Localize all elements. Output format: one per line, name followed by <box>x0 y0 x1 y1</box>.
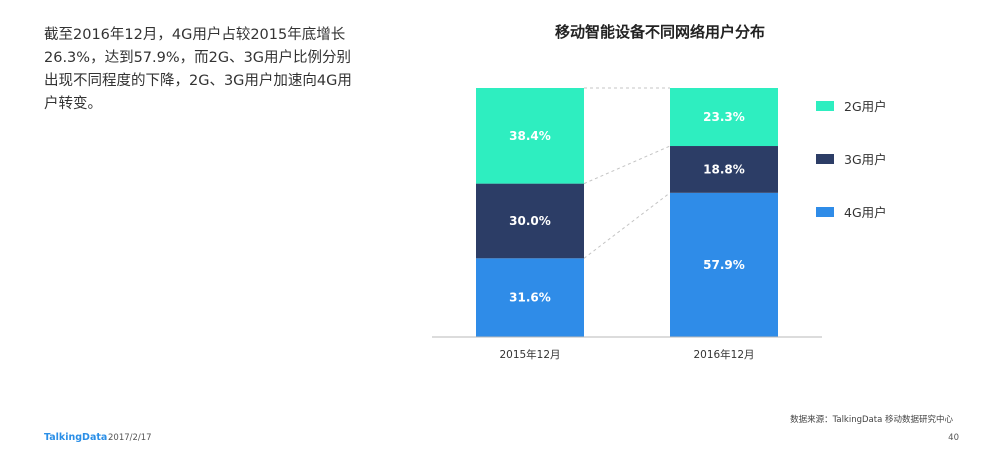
bar-segment <box>476 183 584 259</box>
data-label: 57.9% <box>703 258 745 272</box>
x-tick-label: 2015年12月 <box>499 348 560 361</box>
legend-swatch <box>816 154 834 164</box>
data-label: 23.3% <box>703 110 745 124</box>
chart-title: 移动智能设备不同网络用户分布 <box>554 23 765 41</box>
legend-label: 2G用户 <box>844 99 887 114</box>
data-label: 38.4% <box>509 129 551 143</box>
data-label: 31.6% <box>509 291 551 305</box>
bar-labels: 31.6% 57.9% 30.0% 18.8% 38.4% 23.3% <box>509 110 745 305</box>
bar-segment <box>670 192 778 337</box>
legend-label: 3G用户 <box>844 152 887 167</box>
data-source-note: 数据来源：TalkingData 移动数据研究中心 <box>790 415 953 425</box>
report-date: 2017/2/17 <box>108 433 152 443</box>
bar-segment <box>670 146 778 193</box>
connector-line <box>583 145 671 185</box>
x-tick-labels: 2015年12月 2016年12月 <box>499 348 754 361</box>
brand-logo-text: TalkingData <box>44 432 108 443</box>
legend-swatch <box>816 101 834 111</box>
legend-label: 4G用户 <box>844 205 887 220</box>
data-label: 18.8% <box>703 162 745 176</box>
data-label: 30.0% <box>509 214 551 228</box>
bar-segment <box>670 88 778 147</box>
bar-segment <box>476 88 584 184</box>
bar-segment <box>476 258 584 337</box>
bars <box>476 88 778 337</box>
connector-lines <box>583 87 671 259</box>
page-number: 40 <box>948 433 959 443</box>
legend-swatch <box>816 207 834 217</box>
x-tick-label: 2016年12月 <box>693 348 754 361</box>
connector-line <box>583 192 671 259</box>
summary-text: 截至2016年12月，4G用户占较2015年底增长26.3%，达到57.9%，而… <box>44 27 352 112</box>
